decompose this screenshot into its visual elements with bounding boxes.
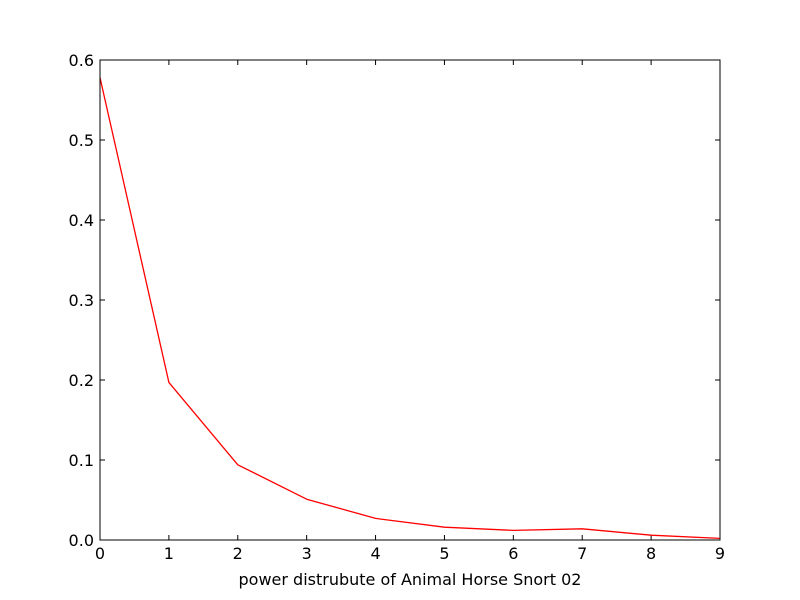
x-axis-ticks: 0 1 2 3 4 5 6 7 8 9 [95,60,725,563]
x-tick-label: 0 [95,544,105,563]
series-layer [99,77,721,540]
x-tick-label: 1 [164,544,174,563]
series-line [99,77,721,540]
x-axis-label: power distrubute of Animal Horse Snort 0… [239,570,582,589]
x-tick-label: 4 [370,544,380,563]
y-tick-label: 0.1 [69,451,94,470]
x-tick-label: 9 [715,544,725,563]
y-tick-label: 0.2 [69,371,94,390]
y-axis-ticks: 0.0 0.1 0.2 0.3 0.4 0.5 0.6 [69,51,720,550]
x-tick-label: 6 [508,544,518,563]
x-tick-label: 7 [577,544,587,563]
x-tick-label: 5 [439,544,449,563]
y-tick-label: 0.6 [69,51,94,70]
x-tick-label: 8 [646,544,656,563]
y-tick-label: 0.5 [69,131,94,150]
y-tick-label: 0.3 [69,291,94,310]
x-tick-label: 3 [302,544,312,563]
y-tick-label: 0.0 [69,531,94,550]
plot-frame [99,59,721,541]
y-tick-label: 0.4 [69,211,94,230]
x-tick-label: 2 [233,544,243,563]
